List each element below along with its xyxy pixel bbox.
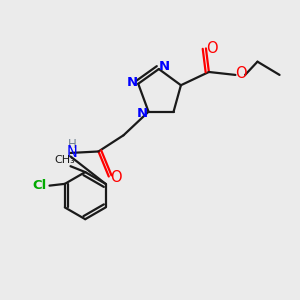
Text: Cl: Cl	[32, 179, 46, 192]
Text: N: N	[67, 145, 78, 160]
Text: O: O	[207, 41, 218, 56]
Text: CH₃: CH₃	[54, 155, 75, 165]
Text: O: O	[110, 170, 122, 185]
Text: N: N	[137, 107, 148, 120]
Text: N: N	[159, 60, 170, 73]
Text: H: H	[68, 138, 76, 151]
Text: N: N	[127, 76, 138, 89]
Text: O: O	[236, 66, 247, 81]
